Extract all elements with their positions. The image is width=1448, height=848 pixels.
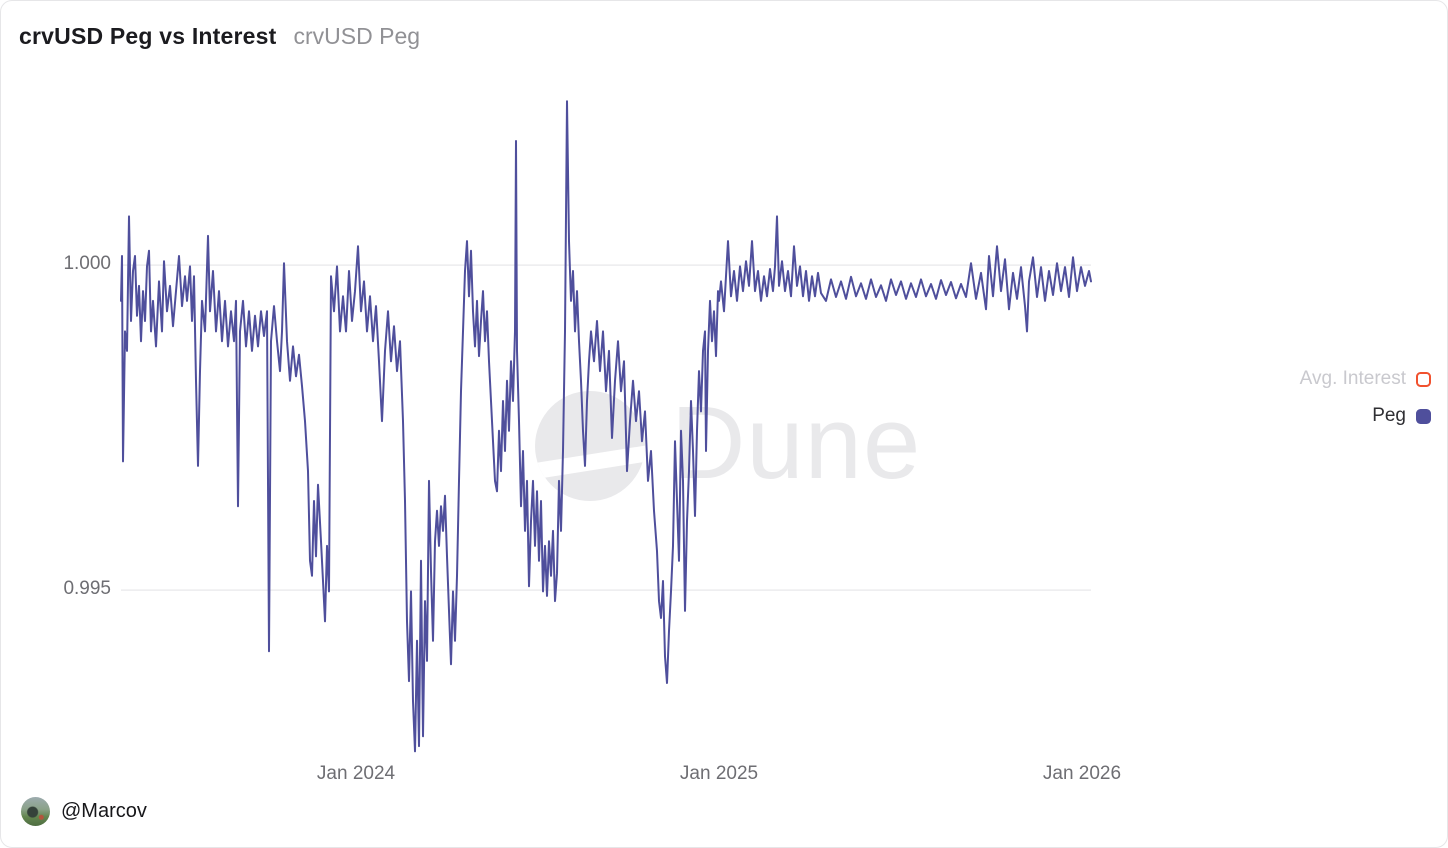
x-axis-label-jan2024: Jan 2024 (316, 763, 396, 784)
y-axis-label-1000: 1.000 (63, 253, 111, 275)
legend-item-avg-interest[interactable]: Avg. Interest (1300, 368, 1431, 390)
dune-wordmark: Dune (671, 384, 922, 500)
page-title: crvUSD Peg vs Interest (19, 23, 277, 49)
x-axis-label-jan2026: Jan 2026 (1042, 763, 1122, 784)
legend: Avg. Interest Peg (1300, 368, 1431, 427)
x-axis-label-jan2025: Jan 2025 (679, 763, 759, 784)
legend-label-peg: Peg (1372, 405, 1406, 426)
author-chip[interactable]: @Marcov (21, 797, 147, 826)
chart-subtitle: crvUSD Peg (293, 23, 421, 49)
y-axis-label-0995: 0.995 (63, 578, 111, 600)
chart-header: crvUSD Peg vs Interest crvUSD Peg (19, 23, 420, 50)
author-avatar[interactable] (21, 797, 50, 826)
peg-swatch-icon (1416, 408, 1431, 424)
gridlines (121, 264, 1091, 591)
peg-line-series (120, 100, 1092, 753)
avg-interest-swatch-icon (1416, 371, 1431, 387)
legend-label-avg-interest: Avg. Interest (1299, 368, 1406, 389)
legend-item-peg[interactable]: Peg (1372, 405, 1431, 427)
dune-watermark[interactable]: Dune (535, 391, 921, 501)
author-handle: @Marcov (61, 800, 147, 822)
